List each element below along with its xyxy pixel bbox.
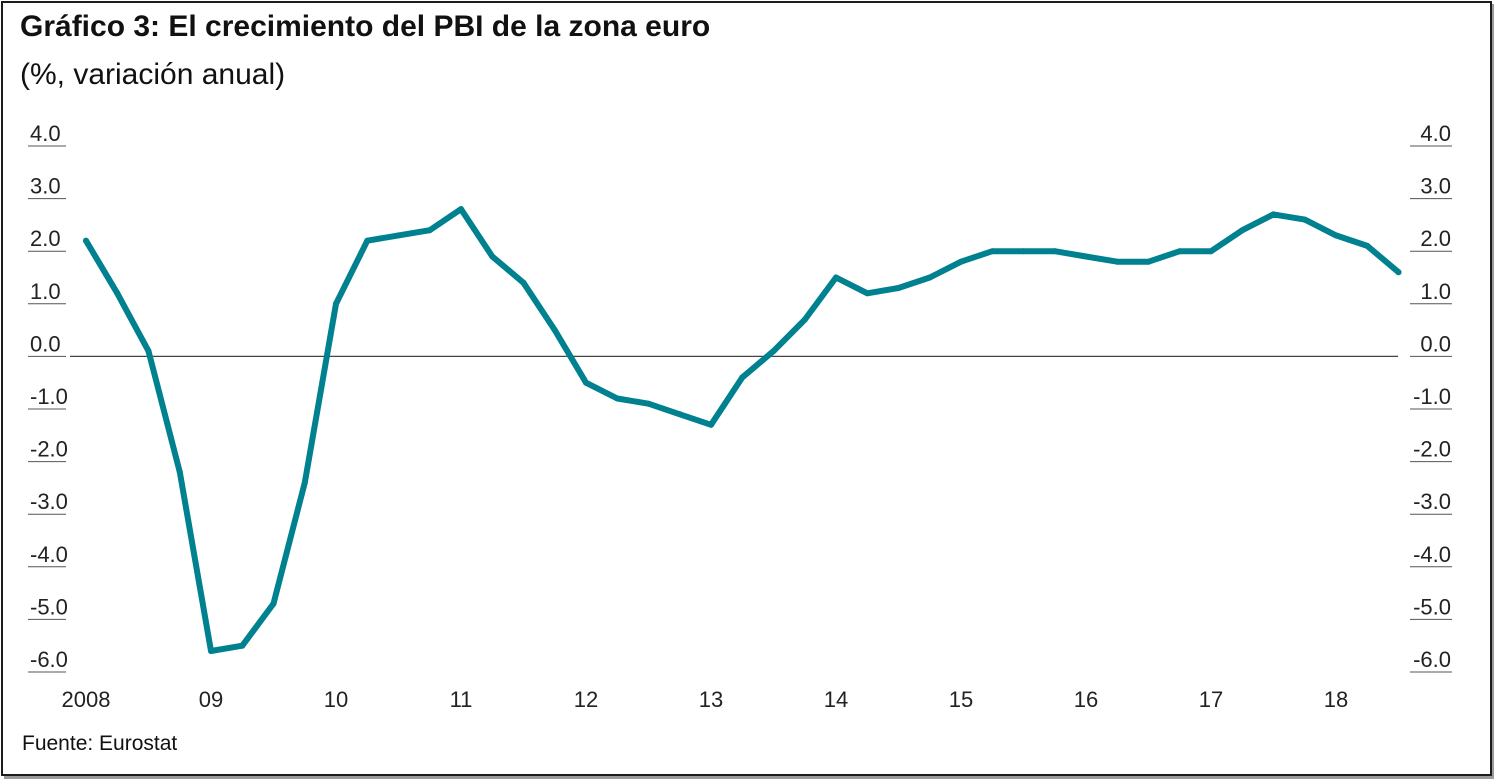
- gdp-growth-series-line: [83, 206, 1402, 654]
- x-tick-label: 18: [1324, 687, 1348, 712]
- left-y-tick-label: 1.0: [30, 279, 61, 304]
- data-point-2018Q2: [1364, 242, 1371, 249]
- left-y-tick-label: -3.0: [30, 489, 68, 514]
- x-tick-label: 17: [1199, 687, 1223, 712]
- left-y-tick-label: -6.0: [30, 647, 68, 672]
- data-point-2009Q4: [301, 479, 308, 486]
- data-point-2009Q1: [208, 648, 214, 654]
- data-point-2010Q1: [333, 300, 339, 307]
- chart-title: Gráfico 3: El crecimiento del PBI de la …: [20, 10, 711, 43]
- data-point-2008Q2: [114, 290, 121, 297]
- x-tick-label: 2008: [62, 687, 111, 712]
- x-tick-label: 14: [824, 687, 848, 712]
- data-point-2014Q4: [926, 274, 933, 281]
- data-point-2015Q1: [958, 258, 964, 265]
- x-tick-label: 10: [324, 687, 348, 712]
- right-y-tick-label: -5.0: [1413, 594, 1451, 619]
- data-point-2013Q3: [770, 348, 777, 355]
- right-y-tick-label: -1.0: [1413, 384, 1451, 409]
- data-point-2009Q3: [270, 600, 277, 607]
- data-point-2016Q1: [1083, 253, 1089, 260]
- data-point-2013Q4: [801, 316, 808, 323]
- data-point-2010Q2: [364, 237, 371, 244]
- data-point-2018Q1: [1333, 232, 1339, 239]
- left-y-tick-label: -4.0: [30, 542, 68, 567]
- left-y-axis: 4.0 3.0 2.0 1.0 0.0 -1.0 -2.0 -3.0 -4.0 -5.0 -6.0: [28, 121, 68, 673]
- x-tick-label: 13: [699, 687, 723, 712]
- data-point-2008Q3: [145, 348, 152, 355]
- right-y-tick-label: -4.0: [1413, 542, 1451, 567]
- right-y-tick-label: 1.0: [1420, 279, 1451, 304]
- right-y-tick-label: -3.0: [1413, 489, 1451, 514]
- data-point-2011Q4: [551, 327, 558, 334]
- left-y-tick-label: 2.0: [30, 226, 61, 251]
- data-point-2008Q1: [83, 237, 89, 244]
- data-point-2015Q3: [1020, 248, 1027, 255]
- right-y-axis: 4.0 3.0 2.0 1.0 0.0 -1.0 -2.0 -3.0 -4.0 -5.0 -6.0: [1410, 121, 1452, 673]
- data-point-2008Q4: [176, 469, 183, 476]
- left-y-tick-label: -5.0: [30, 594, 68, 619]
- data-point-2011Q2: [489, 253, 496, 260]
- x-tick-label: 12: [574, 687, 598, 712]
- x-tick-label: 16: [1074, 687, 1098, 712]
- data-point-2014Q3: [895, 285, 902, 291]
- data-point-2017Q4: [1301, 216, 1308, 223]
- data-point-2014Q1: [833, 274, 839, 281]
- left-y-tick-label: -1.0: [30, 384, 68, 409]
- x-tick-label: 15: [949, 687, 973, 712]
- data-point-2009Q2: [239, 642, 246, 649]
- data-point-2010Q4: [426, 227, 433, 234]
- data-point-2016Q2: [1114, 258, 1121, 265]
- right-y-tick-label: -2.0: [1413, 437, 1451, 462]
- right-y-tick-label: 4.0: [1420, 121, 1451, 146]
- data-point-2015Q4: [1051, 248, 1058, 255]
- x-axis: 2008 09 10 11 12 13 14 15 16 17 18: [62, 687, 1349, 712]
- data-point-2013Q1: [708, 421, 714, 428]
- left-y-tick-label: -2.0: [30, 437, 68, 462]
- left-y-tick-label: 0.0: [30, 331, 61, 356]
- data-point-2017Q2: [1239, 227, 1246, 234]
- data-point-2011Q3: [520, 279, 527, 286]
- chart-subtitle: (%, variación anual): [20, 58, 286, 91]
- data-points: [83, 206, 1402, 654]
- left-y-tick-label: 3.0: [30, 174, 61, 199]
- data-point-2013Q2: [739, 374, 746, 381]
- data-point-2016Q4: [1176, 248, 1183, 255]
- x-tick-label: 11: [450, 687, 473, 712]
- right-y-tick-label: 2.0: [1420, 226, 1451, 251]
- left-y-tick-label: 4.0: [30, 121, 61, 146]
- data-point-2011Q1: [458, 206, 464, 213]
- data-point-2018Q3: [1395, 269, 1402, 276]
- data-point-2012Q4: [676, 411, 683, 418]
- data-point-2014Q2: [864, 290, 871, 297]
- data-point-2010Q3: [395, 232, 402, 239]
- data-point-2016Q3: [1145, 258, 1152, 265]
- data-point-2012Q1: [583, 379, 589, 386]
- right-y-tick-label: 3.0: [1420, 174, 1451, 199]
- source-note: Fuente: Eurostat: [22, 732, 178, 755]
- x-tick-label: 09: [199, 687, 223, 712]
- data-point-2017Q3: [1270, 211, 1277, 218]
- data-point-2012Q3: [645, 400, 652, 407]
- data-point-2017Q1: [1208, 248, 1214, 255]
- data-point-2015Q2: [989, 248, 996, 255]
- right-y-tick-label: 0.0: [1420, 331, 1451, 356]
- right-y-tick-label: -6.0: [1413, 647, 1451, 672]
- data-point-2012Q2: [614, 395, 621, 402]
